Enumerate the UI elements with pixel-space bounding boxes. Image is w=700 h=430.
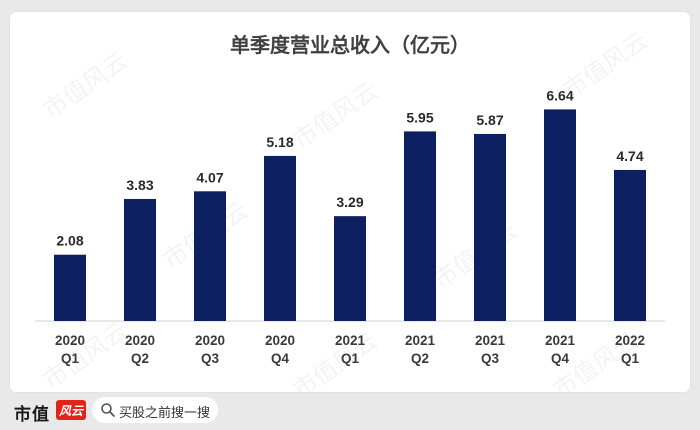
x-tick-label: Q1 xyxy=(621,351,640,366)
data-label: 5.18 xyxy=(266,134,293,150)
x-tick-labels-group: 2020 Q1 2020 Q2 2020 Q3 2020 Q4 2021 Q1 2021 Q2 2021… xyxy=(55,333,645,366)
x-tick-label: Q4 xyxy=(271,351,290,366)
x-tick-label: 2020 xyxy=(125,333,155,348)
data-label: 4.74 xyxy=(616,148,643,164)
bar-2020-Q4 xyxy=(264,155,296,321)
search-box[interactable]: 买股之前搜一搜 xyxy=(92,397,218,423)
search-placeholder: 买股之前搜一搜 xyxy=(119,406,211,421)
brand-name: 市值 xyxy=(14,405,50,425)
x-tick-label: 2021 xyxy=(475,333,506,348)
data-label: 4.07 xyxy=(196,169,223,185)
data-label: 5.95 xyxy=(406,109,433,125)
bar-2020-Q2 xyxy=(124,198,156,321)
data-labels-group: 2.08 3.83 4.07 5.18 3.29 5.95 5.87 6.64 4.74 xyxy=(56,87,643,248)
brand-logo-text: 风云 xyxy=(59,404,85,418)
brand-logo-icon: 风云 xyxy=(56,400,86,420)
x-tick-label: 2021 xyxy=(405,333,436,348)
bars-group xyxy=(54,109,646,321)
bar-2021-Q1 xyxy=(334,216,366,321)
data-label: 3.83 xyxy=(126,177,153,193)
x-tick-label: 2021 xyxy=(335,333,366,348)
x-tick-label: Q2 xyxy=(131,351,149,366)
x-tick-label: Q2 xyxy=(411,351,429,366)
footer-bar: 市值 风云 买股之前搜一搜 xyxy=(0,392,700,430)
chart-card: 市值风云市值风云市值风云市值风云市值风云市值风云市值风云市值风云 单季度营业总收… xyxy=(10,12,690,392)
x-tick-label: Q3 xyxy=(201,351,220,366)
bar-2020-Q3 xyxy=(194,191,226,321)
search-icon xyxy=(101,403,115,417)
data-label: 5.87 xyxy=(476,112,503,128)
x-tick-label: Q3 xyxy=(481,351,500,366)
x-tick-label: Q1 xyxy=(341,351,360,366)
bar-chart: 市值风云市值风云市值风云市值风云市值风云市值风云市值风云市值风云 单季度营业总收… xyxy=(35,26,665,392)
bar-2021-Q4 xyxy=(544,109,576,321)
x-tick-label: 2022 xyxy=(615,333,645,348)
bar-2022-Q1 xyxy=(614,169,646,321)
x-tick-label: 2021 xyxy=(545,333,576,348)
chart-title: 单季度营业总收入（亿元） xyxy=(230,33,470,57)
x-tick-label: 2020 xyxy=(195,333,225,348)
data-label: 6.64 xyxy=(546,87,573,103)
data-label: 2.08 xyxy=(56,233,83,249)
bar-2020-Q1 xyxy=(54,254,86,321)
bar-2021-Q3 xyxy=(474,133,506,321)
x-tick-label: 2020 xyxy=(265,333,295,348)
x-tick-label: Q1 xyxy=(61,351,80,366)
bar-2021-Q2 xyxy=(404,131,436,321)
data-label: 3.29 xyxy=(336,194,363,210)
x-tick-label: Q4 xyxy=(551,351,570,366)
x-tick-label: 2020 xyxy=(55,333,85,348)
